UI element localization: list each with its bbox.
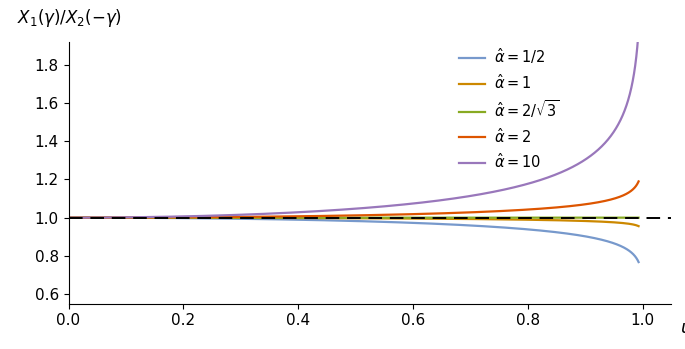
Text: $X_1(\gamma)/X_2(-\gamma)$: $X_1(\gamma)/X_2(-\gamma)$ [17, 7, 123, 29]
$\hat{\alpha}=10$ [129, 215, 138, 220]
$\hat{\alpha}=10$ [562, 168, 570, 172]
$\hat{\alpha}=10$ [623, 101, 632, 105]
$\hat{\alpha}=1/2$ [308, 218, 316, 222]
Line: $\hat{\alpha}=1$: $\hat{\alpha}=1$ [68, 218, 638, 226]
$\hat{\alpha}=2$ [634, 179, 643, 184]
$\hat{\alpha}=2/\sqrt{3}$ [129, 216, 138, 220]
Line: $\hat{\alpha}=10$: $\hat{\alpha}=10$ [68, 31, 638, 218]
$\hat{\alpha}=2$ [129, 215, 138, 220]
$\hat{\alpha}=1/2$ [623, 247, 632, 252]
$\hat{\alpha}=2$ [562, 205, 570, 209]
$\hat{\alpha}=2$ [308, 214, 316, 218]
$\hat{\alpha}=10$ [64, 216, 73, 220]
$\hat{\alpha}=1$ [308, 216, 316, 220]
$\hat{\alpha}=1/2$ [283, 217, 291, 222]
$\hat{\alpha}=1/2$ [163, 216, 171, 220]
$\hat{\alpha}=2/\sqrt{3}$ [283, 216, 291, 220]
$\hat{\alpha}=1$ [129, 216, 138, 220]
Legend: $\hat{\alpha}=1/2$, $\hat{\alpha}=1$, $\hat{\alpha}=2/\sqrt{3}$, $\hat{\alpha}=2: $\hat{\alpha}=1/2$, $\hat{\alpha}=1$, $\… [458, 46, 559, 171]
$\hat{\alpha}=10$ [283, 211, 291, 215]
$\hat{\alpha}=10$ [163, 215, 171, 219]
$\hat{\alpha}=2/\sqrt{3}$ [64, 216, 73, 220]
$\hat{\alpha}=10$ [634, 29, 643, 33]
$\hat{\alpha}=2/\sqrt{3}$ [308, 216, 316, 220]
$\hat{\alpha}=10$ [308, 209, 316, 214]
$\hat{\alpha}=2/\sqrt{3}$ [634, 216, 643, 220]
$\hat{\alpha}=2/\sqrt{3}$ [163, 216, 171, 220]
$\hat{\alpha}=1$ [283, 216, 291, 220]
Text: $u$: $u$ [680, 319, 685, 337]
$\hat{\alpha}=2/\sqrt{3}$ [629, 216, 637, 220]
$\hat{\alpha}=2$ [283, 214, 291, 218]
$\hat{\alpha}=2$ [64, 216, 73, 220]
$\hat{\alpha}=1/2$ [64, 216, 73, 220]
$\hat{\alpha}=1/2$ [129, 216, 138, 220]
$\hat{\alpha}=1$ [562, 218, 570, 223]
$\hat{\alpha}=2$ [623, 191, 632, 195]
$\hat{\alpha}=1$ [623, 222, 632, 226]
Line: $\hat{\alpha}=2$: $\hat{\alpha}=2$ [68, 181, 638, 218]
$\hat{\alpha}=2/\sqrt{3}$ [562, 216, 570, 220]
$\hat{\alpha}=1$ [64, 216, 73, 220]
Line: $\hat{\alpha}=1/2$: $\hat{\alpha}=1/2$ [68, 218, 638, 262]
$\hat{\alpha}=2/\sqrt{3}$ [623, 216, 632, 220]
$\hat{\alpha}=1/2$ [562, 231, 570, 236]
$\hat{\alpha}=2$ [163, 215, 171, 220]
$\hat{\alpha}=1$ [634, 224, 643, 228]
$\hat{\alpha}=1/2$ [634, 260, 643, 264]
$\hat{\alpha}=1$ [163, 216, 171, 220]
